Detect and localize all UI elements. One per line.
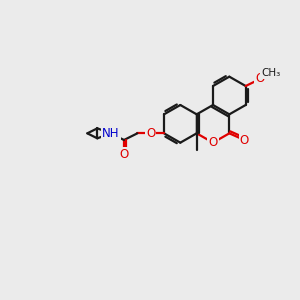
Text: O: O	[208, 136, 217, 149]
Text: CH₃: CH₃	[261, 68, 280, 78]
Text: O: O	[240, 134, 249, 146]
Text: NH: NH	[102, 127, 119, 140]
Text: O: O	[255, 73, 265, 85]
Text: O: O	[119, 148, 129, 161]
Text: O: O	[146, 127, 155, 140]
